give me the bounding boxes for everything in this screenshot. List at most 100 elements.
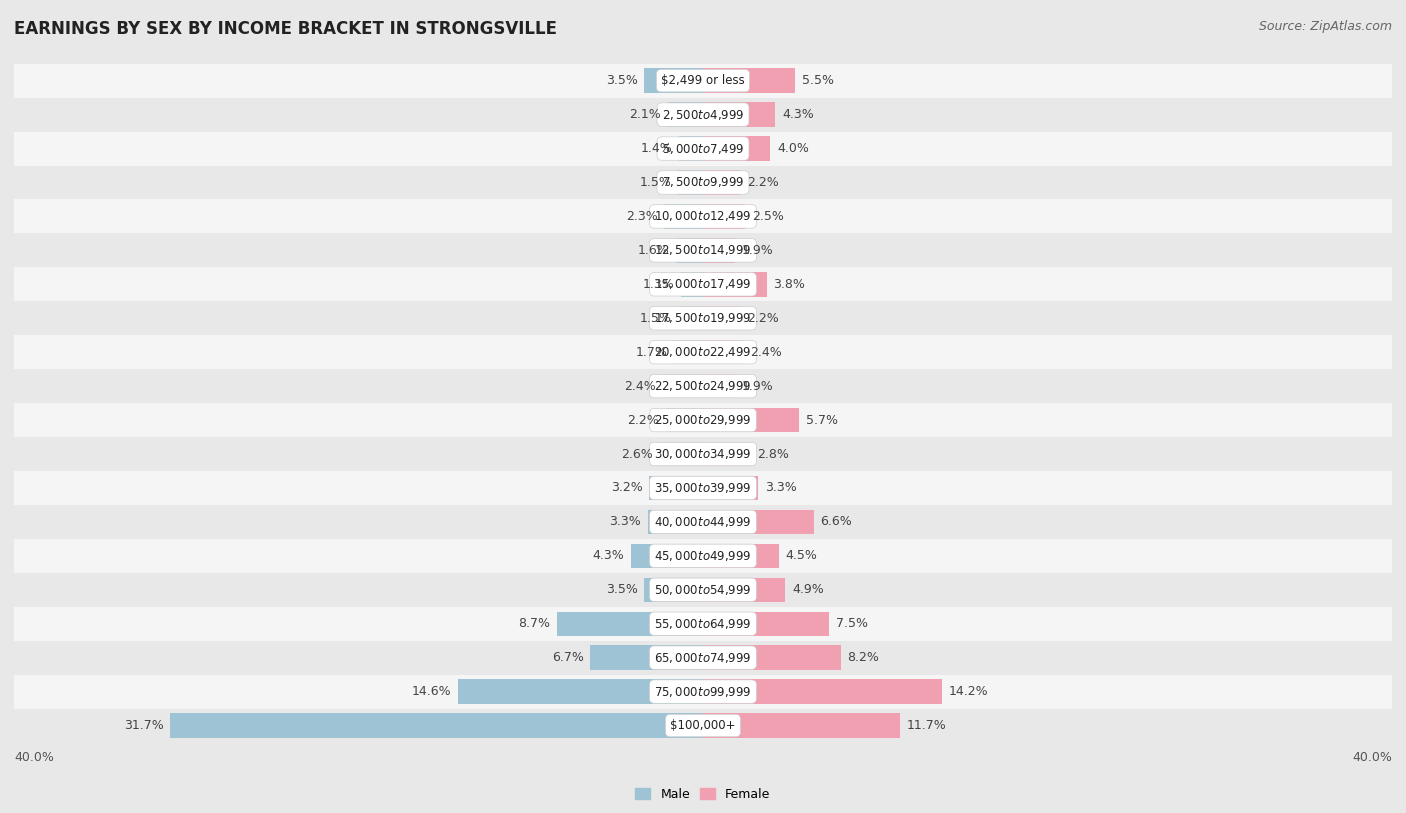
Bar — [666, 408, 703, 433]
Text: $12,500 to $14,999: $12,500 to $14,999 — [654, 243, 752, 258]
Bar — [648, 510, 703, 534]
Text: 1.6%: 1.6% — [638, 244, 669, 257]
Text: 4.3%: 4.3% — [592, 550, 624, 563]
Bar — [0, 63, 1406, 98]
Text: $20,000 to $22,499: $20,000 to $22,499 — [654, 346, 752, 359]
Bar — [644, 68, 703, 93]
Text: 14.6%: 14.6% — [412, 685, 451, 698]
Bar — [0, 166, 1406, 199]
Bar — [0, 437, 1406, 471]
Bar — [650, 476, 703, 500]
Bar — [703, 577, 786, 602]
Bar — [665, 204, 703, 228]
Text: $2,500 to $4,999: $2,500 to $4,999 — [662, 107, 744, 122]
Bar — [0, 573, 1406, 606]
Text: $7,500 to $9,999: $7,500 to $9,999 — [662, 176, 744, 189]
Text: 6.6%: 6.6% — [821, 515, 852, 528]
Bar — [170, 713, 703, 737]
Bar — [703, 510, 814, 534]
Text: $50,000 to $54,999: $50,000 to $54,999 — [654, 583, 752, 597]
Text: 4.0%: 4.0% — [778, 142, 808, 155]
Text: 2.2%: 2.2% — [747, 176, 779, 189]
Text: $17,500 to $19,999: $17,500 to $19,999 — [654, 311, 752, 325]
Bar — [703, 102, 775, 127]
Text: 4.9%: 4.9% — [792, 583, 824, 596]
Bar — [703, 238, 735, 263]
Text: $40,000 to $44,999: $40,000 to $44,999 — [654, 515, 752, 529]
Bar — [0, 505, 1406, 539]
Text: 1.9%: 1.9% — [741, 244, 773, 257]
Text: $22,500 to $24,999: $22,500 to $24,999 — [654, 379, 752, 393]
Bar — [0, 369, 1406, 403]
Text: 2.5%: 2.5% — [752, 210, 783, 223]
Text: $10,000 to $12,499: $10,000 to $12,499 — [654, 210, 752, 224]
Text: 8.2%: 8.2% — [848, 651, 879, 664]
Text: 11.7%: 11.7% — [907, 719, 946, 732]
Bar — [557, 611, 703, 636]
Bar — [659, 441, 703, 466]
Text: $30,000 to $34,999: $30,000 to $34,999 — [654, 447, 752, 461]
Text: 5.7%: 5.7% — [806, 414, 838, 427]
Text: 2.2%: 2.2% — [747, 311, 779, 324]
Text: 40.0%: 40.0% — [1353, 751, 1392, 764]
Text: $100,000+: $100,000+ — [671, 719, 735, 732]
Bar — [0, 675, 1406, 709]
Text: $25,000 to $29,999: $25,000 to $29,999 — [654, 413, 752, 427]
Text: 6.7%: 6.7% — [551, 651, 583, 664]
Text: $65,000 to $74,999: $65,000 to $74,999 — [654, 650, 752, 665]
Bar — [0, 233, 1406, 267]
Bar — [703, 646, 841, 670]
Text: 1.5%: 1.5% — [640, 176, 671, 189]
Bar — [0, 709, 1406, 742]
Bar — [703, 374, 735, 398]
Bar — [0, 267, 1406, 302]
Text: 7.5%: 7.5% — [835, 617, 868, 630]
Text: 1.4%: 1.4% — [641, 142, 672, 155]
Bar — [703, 408, 799, 433]
Text: 1.5%: 1.5% — [640, 311, 671, 324]
Bar — [0, 403, 1406, 437]
Text: 2.1%: 2.1% — [630, 108, 661, 121]
Bar — [678, 170, 703, 194]
Text: 3.5%: 3.5% — [606, 583, 637, 596]
Text: $75,000 to $99,999: $75,000 to $99,999 — [654, 685, 752, 698]
Legend: Male, Female: Male, Female — [630, 783, 776, 806]
Text: 3.8%: 3.8% — [773, 278, 806, 291]
Text: 3.2%: 3.2% — [610, 481, 643, 494]
Bar — [678, 306, 703, 330]
Bar — [0, 606, 1406, 641]
Bar — [703, 170, 740, 194]
Bar — [703, 544, 779, 568]
Text: $45,000 to $49,999: $45,000 to $49,999 — [654, 549, 752, 563]
Text: 1.9%: 1.9% — [741, 380, 773, 393]
Bar — [703, 306, 740, 330]
Bar — [662, 374, 703, 398]
Text: 3.3%: 3.3% — [765, 481, 797, 494]
Bar — [703, 713, 900, 737]
Bar — [0, 132, 1406, 166]
Text: 4.5%: 4.5% — [786, 550, 817, 563]
Text: 2.2%: 2.2% — [627, 414, 659, 427]
Text: 31.7%: 31.7% — [124, 719, 163, 732]
Bar — [675, 340, 703, 364]
Bar — [681, 272, 703, 297]
Text: 1.3%: 1.3% — [643, 278, 675, 291]
Text: 3.5%: 3.5% — [606, 74, 637, 87]
Bar — [591, 646, 703, 670]
Text: 3.3%: 3.3% — [609, 515, 641, 528]
Text: 8.7%: 8.7% — [517, 617, 550, 630]
Bar — [0, 539, 1406, 573]
Text: 4.3%: 4.3% — [782, 108, 814, 121]
Text: 2.4%: 2.4% — [624, 380, 657, 393]
Bar — [703, 476, 758, 500]
Bar — [703, 204, 745, 228]
Bar — [0, 98, 1406, 132]
Bar — [703, 441, 749, 466]
Bar — [631, 544, 703, 568]
Bar — [679, 137, 703, 161]
Bar — [703, 68, 796, 93]
Bar — [703, 340, 744, 364]
Bar — [703, 611, 830, 636]
Bar — [703, 272, 766, 297]
Text: 2.3%: 2.3% — [626, 210, 658, 223]
